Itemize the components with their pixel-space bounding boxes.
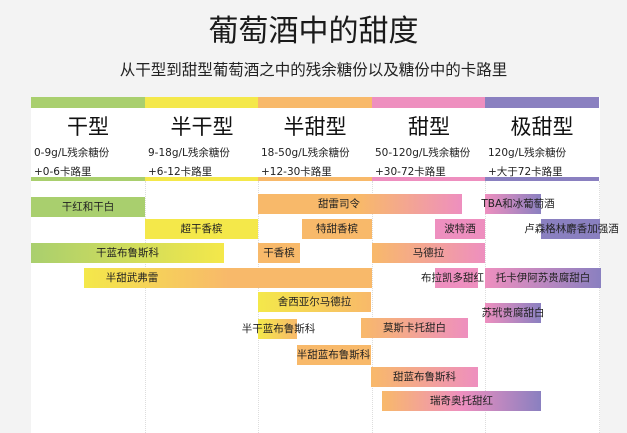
column-off-dry: 半干型 9-18g/L残余糖份 +6-12卡路里: [145, 97, 259, 181]
wine-bar: [435, 268, 478, 288]
column-title: 半甜型: [283, 115, 347, 139]
wine-bar: [297, 345, 371, 365]
column-calories: +6-12卡路里: [148, 166, 213, 178]
wine-label: 干红和干白: [61, 201, 115, 213]
column-sugar: 18-50g/L残余糖份: [261, 147, 350, 159]
column-calories: +0-6卡路里: [34, 166, 92, 178]
wine-label: 半干蓝布鲁斯科: [241, 323, 316, 335]
wine-bar: [541, 219, 600, 239]
wine-label: 干香槟: [263, 247, 295, 259]
column-sugar: 0-9g/L残余糖份: [34, 147, 110, 159]
wine-label: 甜雷司令: [318, 198, 360, 210]
wine-label: 半甜武弗雷: [105, 272, 159, 284]
column-calories: +大于72卡路里: [488, 166, 563, 178]
wine-bar: [31, 197, 145, 217]
wine-bar: [258, 243, 300, 263]
wine-label: 甜蓝布鲁斯科: [393, 371, 456, 383]
wine-bar: [485, 194, 541, 214]
wine-bar: [258, 319, 297, 339]
column-sugar: 50-120g/L残余糖份: [375, 147, 471, 159]
divider: [599, 181, 600, 433]
wine-bar: [485, 303, 541, 323]
column-title: 干型: [67, 115, 109, 139]
wine-label: 马德拉: [412, 247, 445, 259]
wine-label: 苏玳贵腐甜白: [481, 307, 545, 319]
wine-bar: [31, 243, 224, 263]
wine-label: 半甜蓝布鲁斯科: [296, 349, 371, 361]
wine-bar: [258, 292, 371, 312]
column-sugar: 120g/L残余糖份: [488, 147, 567, 159]
wine-label: 托卡伊阿苏贵腐甜白: [495, 272, 591, 284]
column-title: 半干型: [170, 115, 234, 139]
divider: [372, 181, 373, 433]
wine-bar: [371, 367, 478, 387]
wine-label: 舍西亚尔马德拉: [277, 296, 352, 308]
column-title: 极甜型: [510, 115, 574, 139]
wine-label: 布拉凯多甜红: [421, 272, 484, 284]
column-semi-sweet: 半甜型 18-50g/L残余糖份 +12-30卡路里: [258, 97, 372, 181]
wine-label: 干蓝布鲁斯科: [96, 247, 159, 259]
column-sugar: 9-18g/L残余糖份: [148, 147, 230, 159]
column-calories: +12-30卡路里: [261, 166, 332, 178]
wine-bar: [258, 194, 462, 214]
wine-label: TBA和冰葡萄酒: [481, 198, 555, 210]
column-title: 甜型: [408, 115, 450, 139]
wine-label: 特甜香槟: [316, 223, 358, 235]
wine-bar: [435, 219, 485, 239]
wine-label: 超干香槟: [180, 223, 223, 235]
column-very-sweet: 极甜型 120g/L残余糖份 +大于72卡路里: [485, 97, 599, 181]
page-subtitle: 从干型到甜型葡萄酒之中的残余糖份以及糖份中的卡路里: [119, 61, 508, 79]
chart-panel: [31, 97, 600, 433]
wine-bar: [361, 318, 468, 338]
wine-label: 波特酒: [444, 223, 476, 235]
wine-label: 瑞奇奥托甜红: [430, 395, 493, 407]
wine-bar: [84, 268, 372, 288]
wine-label: 卢森格林麝香加强酒: [524, 223, 619, 235]
wine-bar: [302, 219, 372, 239]
column-calories: +30-72卡路里: [375, 166, 446, 178]
column-sweet: 甜型 50-120g/L残余糖份 +30-72卡路里: [372, 97, 486, 181]
divider: [145, 181, 146, 433]
page-title: 葡萄酒中的甜度: [208, 14, 419, 49]
wine-bar: [485, 268, 601, 288]
column-dry: 干型 0-9g/L残余糖份 +0-6卡路里: [31, 97, 145, 181]
wine-bar: [145, 219, 258, 239]
wine-bar: [372, 243, 485, 263]
wine-bar: [382, 391, 541, 411]
wine-label: 莫斯卡托甜白: [383, 322, 446, 334]
